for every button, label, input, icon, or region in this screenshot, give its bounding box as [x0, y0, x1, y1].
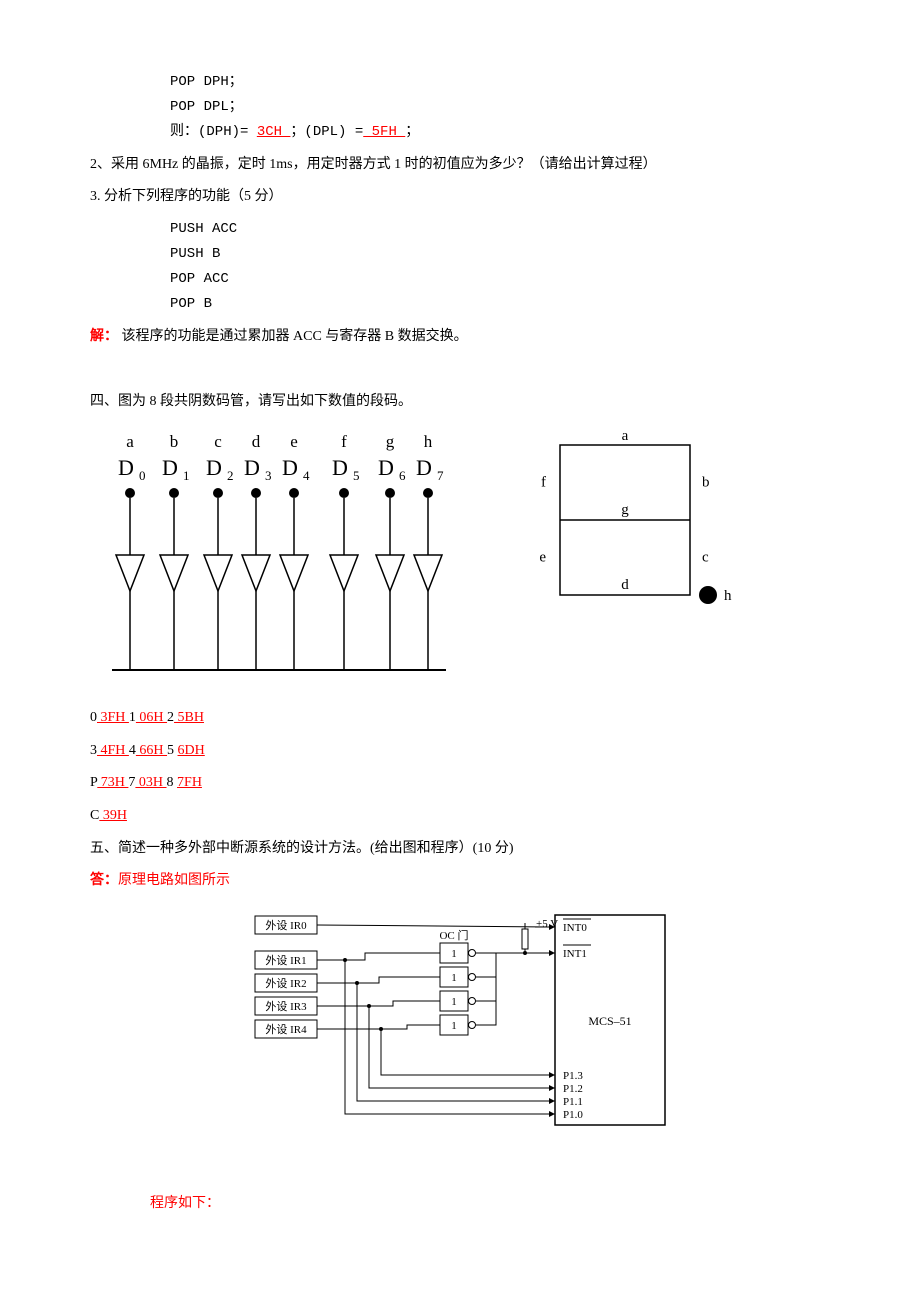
text: 则：(DPH)= [170, 124, 257, 140]
code-line: POP DPH； [170, 70, 830, 95]
question-5: 五、简述一种多外部中断源系统的设计方法。(给出图和程序）(10 分) [90, 836, 830, 863]
label: 解： [90, 329, 118, 344]
svg-text:MCS–51: MCS–51 [588, 1014, 631, 1028]
question-4: 四、图为 8 段共阴数码管，请写出如下数值的段码。 [90, 389, 830, 416]
svg-text:D: D [244, 455, 260, 480]
svg-text:外设 IR0: 外设 IR0 [265, 919, 307, 932]
question-2: 2、采用 6MHz 的晶振，定时 1ms，用定时器方式 1 时的初值应为多少？（… [90, 152, 830, 179]
svg-text:d: d [252, 432, 261, 451]
svg-text:D: D [206, 455, 222, 480]
svg-text:D: D [416, 455, 432, 480]
code-line: POP B [170, 292, 830, 317]
text: ；(DPL) = [290, 124, 363, 140]
svg-text:h: h [424, 432, 433, 451]
svg-text:1: 1 [451, 972, 457, 984]
svg-text:b: b [170, 432, 179, 451]
circuit-diagram: MCS–51 INT0 INT1 P1.3P1.2P1.1P1.0 外设 IR0 外设 I… [245, 905, 675, 1135]
answer: 3CH [257, 124, 291, 140]
svg-text:7: 7 [437, 468, 444, 483]
svg-text:0: 0 [139, 468, 146, 483]
svg-text:P1.1: P1.1 [563, 1096, 583, 1108]
code-line: POP DPL； [170, 95, 830, 120]
svg-text:外设 IR3: 外设 IR3 [265, 1000, 307, 1013]
svg-text:g: g [386, 432, 395, 451]
svg-text:1: 1 [451, 1020, 457, 1032]
svg-text:f: f [541, 475, 546, 491]
svg-text:D: D [332, 455, 348, 480]
driver-diagram: aD0bD1cD2dD3eD4fD5gD6hD7 [90, 425, 470, 685]
svg-text:c: c [702, 550, 709, 566]
svg-text:f: f [341, 432, 347, 451]
svg-text:D: D [282, 455, 298, 480]
svg-text:b: b [702, 475, 710, 491]
svg-text:D: D [118, 455, 134, 480]
svg-text:D: D [162, 455, 178, 480]
svg-text:e: e [539, 550, 546, 566]
svg-text:P1.3: P1.3 [563, 1070, 583, 1082]
code-line: 则：(DPH)= 3CH ；(DPL) = 5FH ； [170, 120, 830, 145]
svg-text:外设 IR1: 外设 IR1 [265, 954, 306, 967]
svg-text:1: 1 [451, 996, 457, 1008]
answer: 5FH [363, 124, 405, 140]
code-line: PUSH ACC [170, 217, 830, 242]
text: 该程序的功能是通过累加器 ACC 与寄存器 B 数据交换。 [118, 329, 468, 344]
svg-text:3: 3 [265, 468, 272, 483]
code-block-1: POP DPH； POP DPL； 则：(DPH)= 3CH ；(DPL) = … [170, 70, 830, 146]
question-3: 3. 分析下列程序的功能（5 分） [90, 184, 830, 211]
svg-text:1: 1 [451, 948, 457, 960]
code-line: POP ACC [170, 267, 830, 292]
svg-text:a: a [126, 432, 134, 451]
answer-5: 答：原理电路如图所示 [90, 868, 830, 895]
svg-text:1: 1 [183, 468, 190, 483]
svg-text:4: 4 [303, 468, 310, 483]
svg-text:OC 门: OC 门 [439, 928, 468, 942]
svg-text:h: h [724, 588, 732, 604]
answer-3: 解： 该程序的功能是通过累加器 ACC 与寄存器 B 数据交换。 [90, 324, 830, 351]
code-line: PUSH B [170, 242, 830, 267]
svg-text:P1.0: P1.0 [563, 1109, 583, 1121]
svg-text:d: d [621, 577, 629, 593]
svg-text:INT0: INT0 [563, 922, 587, 934]
text: 原理电路如图所示 [118, 873, 230, 888]
svg-text:a: a [622, 428, 629, 444]
svg-text:INT1: INT1 [563, 948, 587, 960]
code-block-3: PUSH ACC PUSH B POP ACC POP B [170, 217, 830, 318]
seven-segment-diagram: a b c d e f g h [510, 425, 750, 625]
svg-text:5: 5 [353, 468, 360, 483]
svg-text:外设 IR2: 外设 IR2 [265, 977, 306, 990]
svg-text:6: 6 [399, 468, 406, 483]
svg-text:c: c [214, 432, 222, 451]
footer-text: 程序如下： [150, 1191, 830, 1218]
svg-text:2: 2 [227, 468, 234, 483]
segment-code-answers: 0 3FH 1 06H 2 5BH3 4FH 4 66H 5 6DH P 73H… [90, 705, 830, 829]
svg-text:P1.2: P1.2 [563, 1083, 583, 1095]
svg-text:D: D [378, 455, 394, 480]
figure-row: aD0bD1cD2dD3eD4fD5gD6hD7 abcdefgh [90, 425, 830, 685]
text: ； [405, 124, 419, 140]
svg-text:+5 V: +5 V [536, 918, 558, 930]
svg-text:外设 IR4: 外设 IR4 [265, 1023, 307, 1036]
label: 答： [90, 873, 118, 888]
svg-text:g: g [621, 502, 629, 518]
svg-text:e: e [290, 432, 298, 451]
